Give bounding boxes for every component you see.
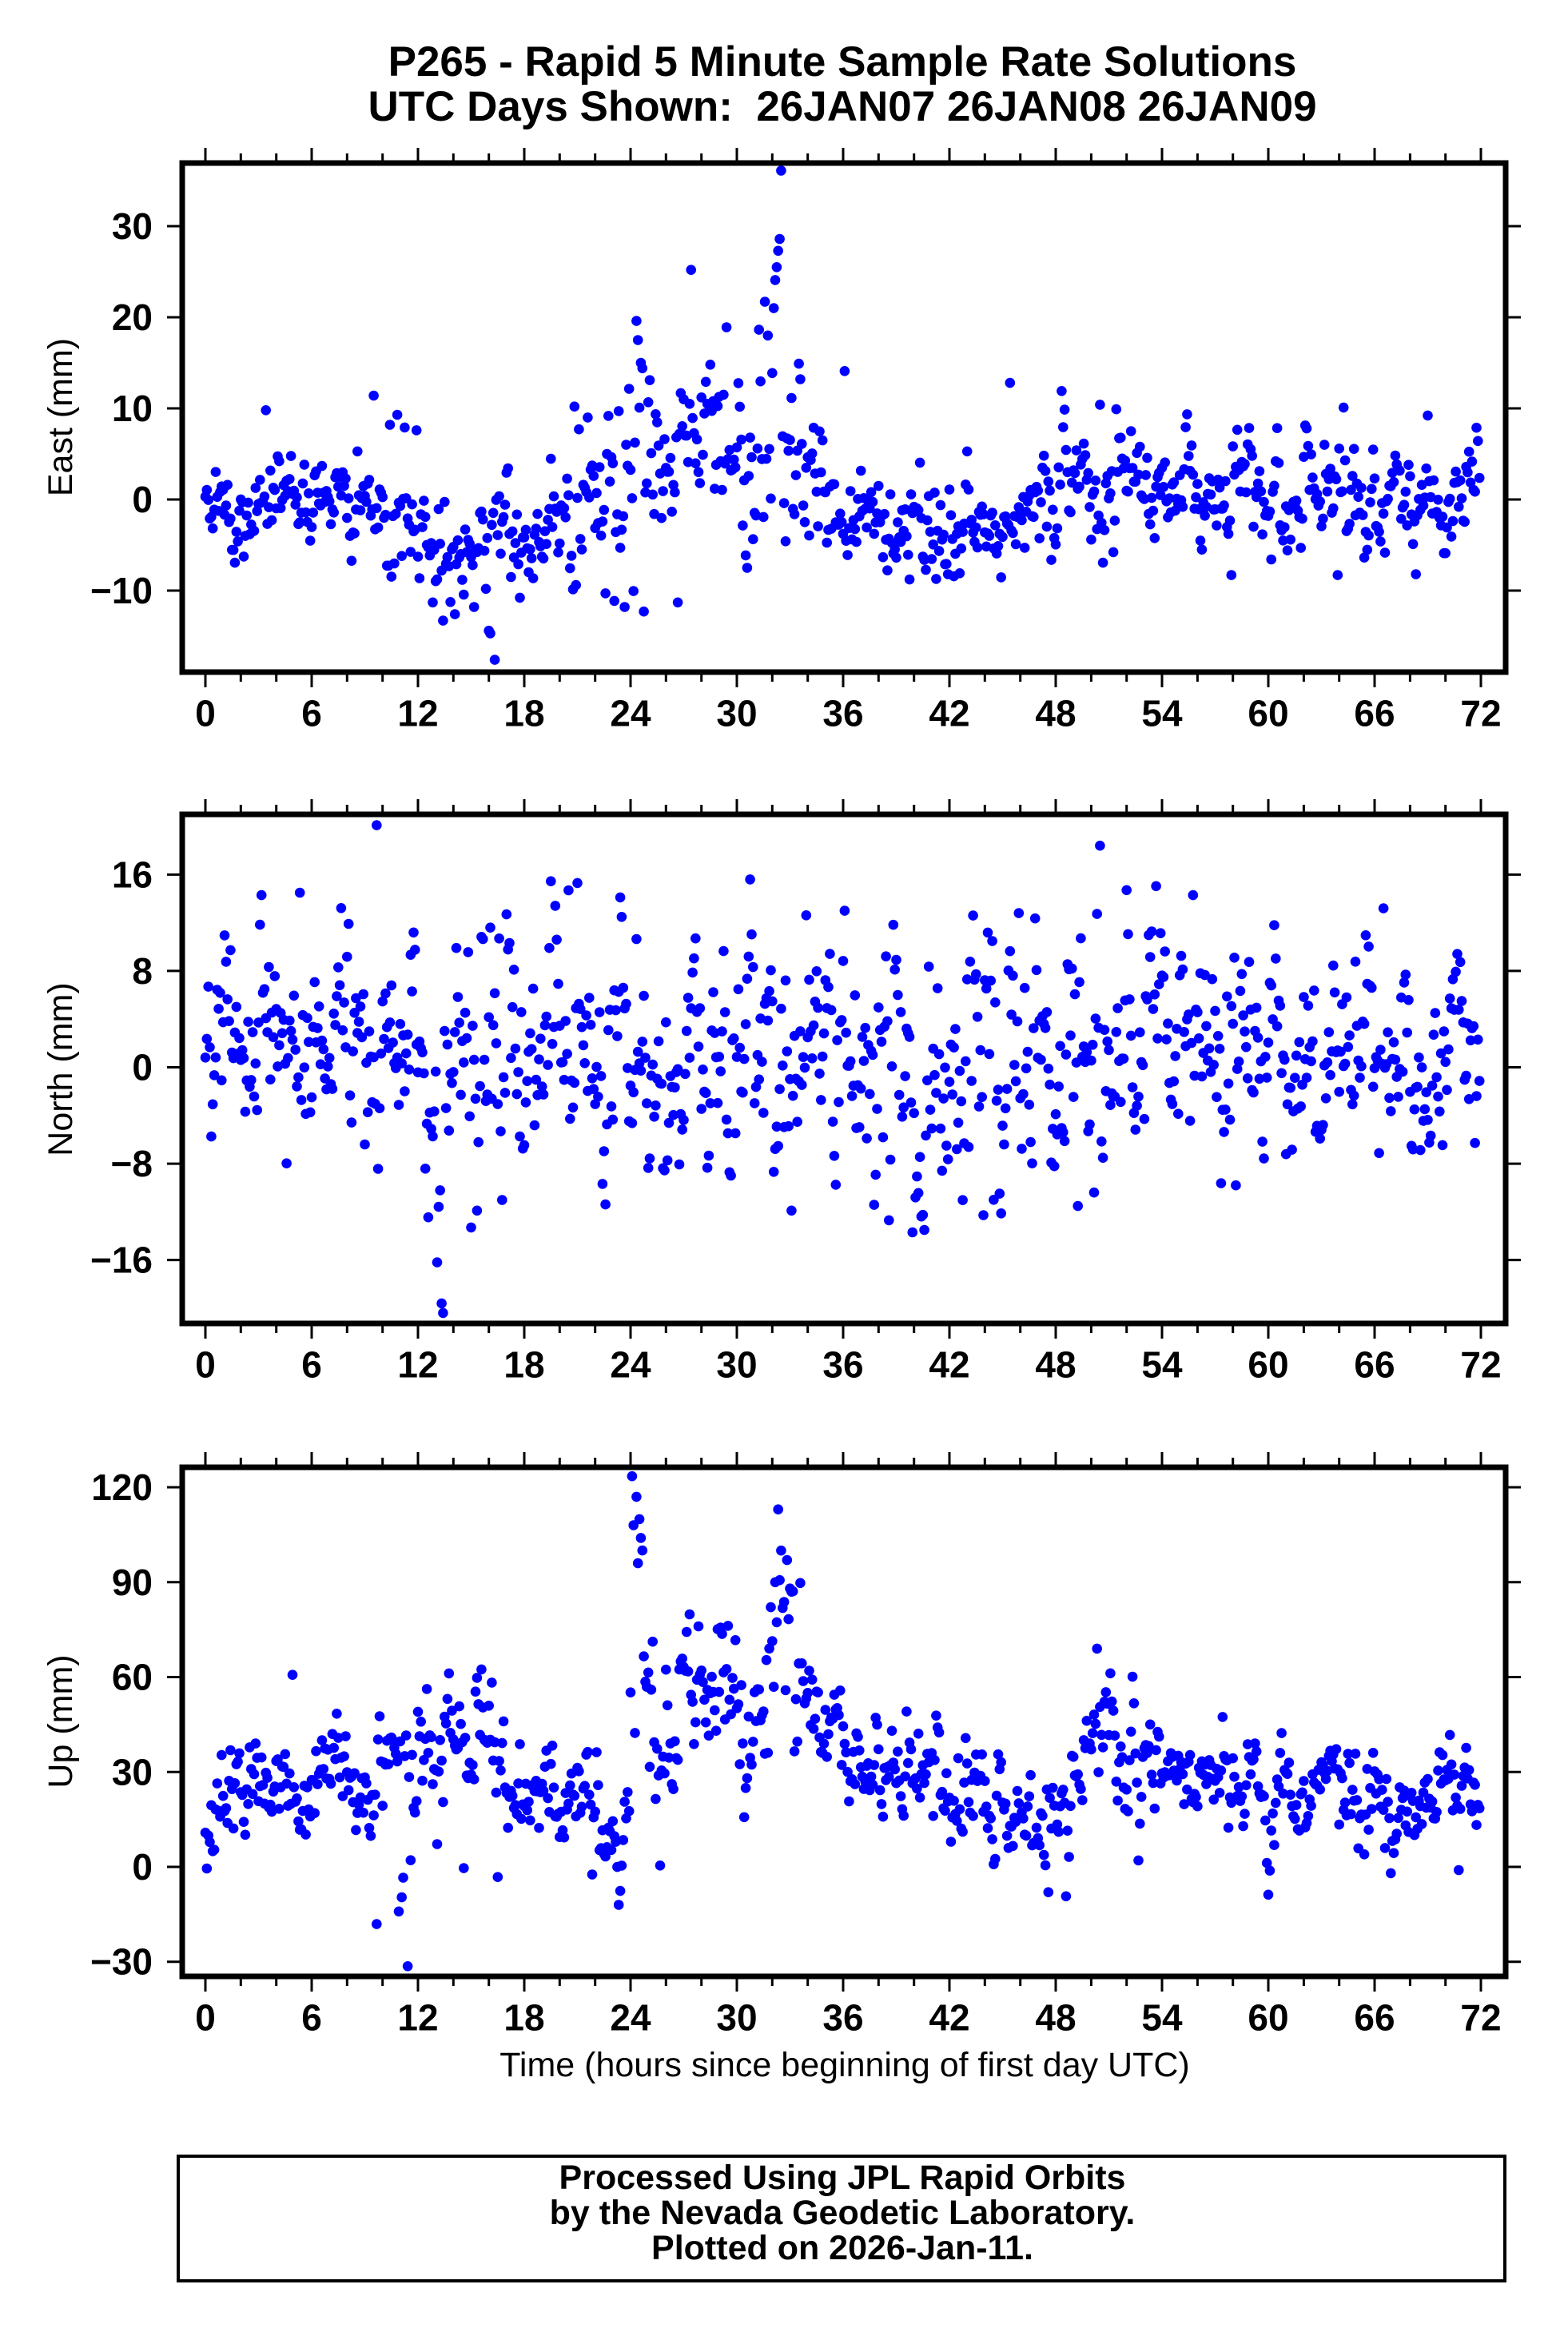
svg-text:54: 54: [1141, 1344, 1183, 1386]
svg-text:UTC Days Shown: 26JAN07 26JAN: UTC Days Shown: 26JAN07 26JAN08 26JAN09: [368, 83, 1316, 130]
svg-text:60: 60: [1248, 1344, 1288, 1386]
svg-text:48: 48: [1035, 1344, 1076, 1386]
svg-text:−16: −16: [90, 1240, 153, 1281]
svg-text:18: 18: [503, 693, 544, 734]
svg-text:48: 48: [1035, 693, 1076, 734]
svg-text:120: 120: [91, 1466, 153, 1508]
svg-text:66: 66: [1354, 1997, 1395, 2039]
svg-text:36: 36: [822, 1997, 863, 2039]
svg-text:54: 54: [1141, 693, 1183, 734]
svg-text:6: 6: [301, 1344, 322, 1386]
svg-text:20: 20: [112, 296, 153, 338]
svg-text:12: 12: [397, 1344, 438, 1386]
svg-text:90: 90: [112, 1562, 153, 1603]
svg-text:72: 72: [1460, 1344, 1501, 1386]
svg-text:30: 30: [716, 1344, 757, 1386]
svg-text:−30: −30: [90, 1941, 153, 1983]
svg-text:60: 60: [1248, 1997, 1288, 2039]
svg-text:24: 24: [610, 1997, 651, 2039]
svg-text:36: 36: [822, 1344, 863, 1386]
svg-text:8: 8: [132, 950, 153, 992]
svg-text:42: 42: [929, 1997, 969, 2039]
svg-text:0: 0: [195, 693, 216, 734]
svg-text:Time (hours since beginning of: Time (hours since beginning of first day…: [499, 2046, 1190, 2084]
svg-text:0: 0: [132, 1047, 153, 1088]
svg-text:72: 72: [1460, 693, 1501, 734]
svg-text:18: 18: [503, 1344, 544, 1386]
svg-text:P265 - Rapid 5 Minute Sample R: P265 - Rapid 5 Minute Sample Rate Soluti…: [388, 38, 1297, 86]
svg-text:42: 42: [929, 1344, 969, 1386]
svg-text:Processed Using JPL Rapid Orbi: Processed Using JPL Rapid Orbits: [559, 2159, 1126, 2197]
svg-text:72: 72: [1460, 1997, 1501, 2039]
svg-text:0: 0: [132, 479, 153, 520]
svg-text:30: 30: [112, 205, 153, 247]
svg-text:Up (mm): Up (mm): [42, 1654, 80, 1788]
svg-text:60: 60: [112, 1657, 153, 1698]
svg-text:54: 54: [1141, 1997, 1183, 2039]
svg-text:6: 6: [301, 693, 322, 734]
svg-text:North (mm): North (mm): [42, 982, 80, 1156]
svg-text:East (mm): East (mm): [42, 338, 80, 496]
svg-text:30: 30: [112, 1751, 153, 1793]
svg-text:0: 0: [132, 1846, 153, 1888]
svg-text:48: 48: [1035, 1997, 1076, 2039]
svg-text:0: 0: [195, 1997, 216, 2039]
svg-text:12: 12: [397, 693, 438, 734]
svg-text:16: 16: [112, 854, 153, 895]
svg-text:6: 6: [301, 1997, 322, 2039]
svg-text:66: 66: [1354, 1344, 1395, 1386]
svg-text:12: 12: [397, 1997, 438, 2039]
svg-text:0: 0: [195, 1344, 216, 1386]
svg-text:−10: −10: [90, 570, 153, 611]
svg-text:10: 10: [112, 388, 153, 429]
svg-text:66: 66: [1354, 693, 1395, 734]
svg-text:30: 30: [716, 1997, 757, 2039]
svg-text:60: 60: [1248, 693, 1288, 734]
svg-text:42: 42: [929, 693, 969, 734]
svg-text:24: 24: [610, 1344, 651, 1386]
svg-text:by the Nevada Geodetic Laborat: by the Nevada Geodetic Laboratory.: [550, 2194, 1136, 2232]
svg-text:Plotted on 2026-Jan-11.: Plotted on 2026-Jan-11.: [651, 2229, 1033, 2267]
svg-text:30: 30: [716, 693, 757, 734]
svg-text:18: 18: [503, 1997, 544, 2039]
svg-text:−8: −8: [111, 1143, 153, 1184]
svg-text:36: 36: [822, 693, 863, 734]
svg-text:24: 24: [610, 693, 651, 734]
